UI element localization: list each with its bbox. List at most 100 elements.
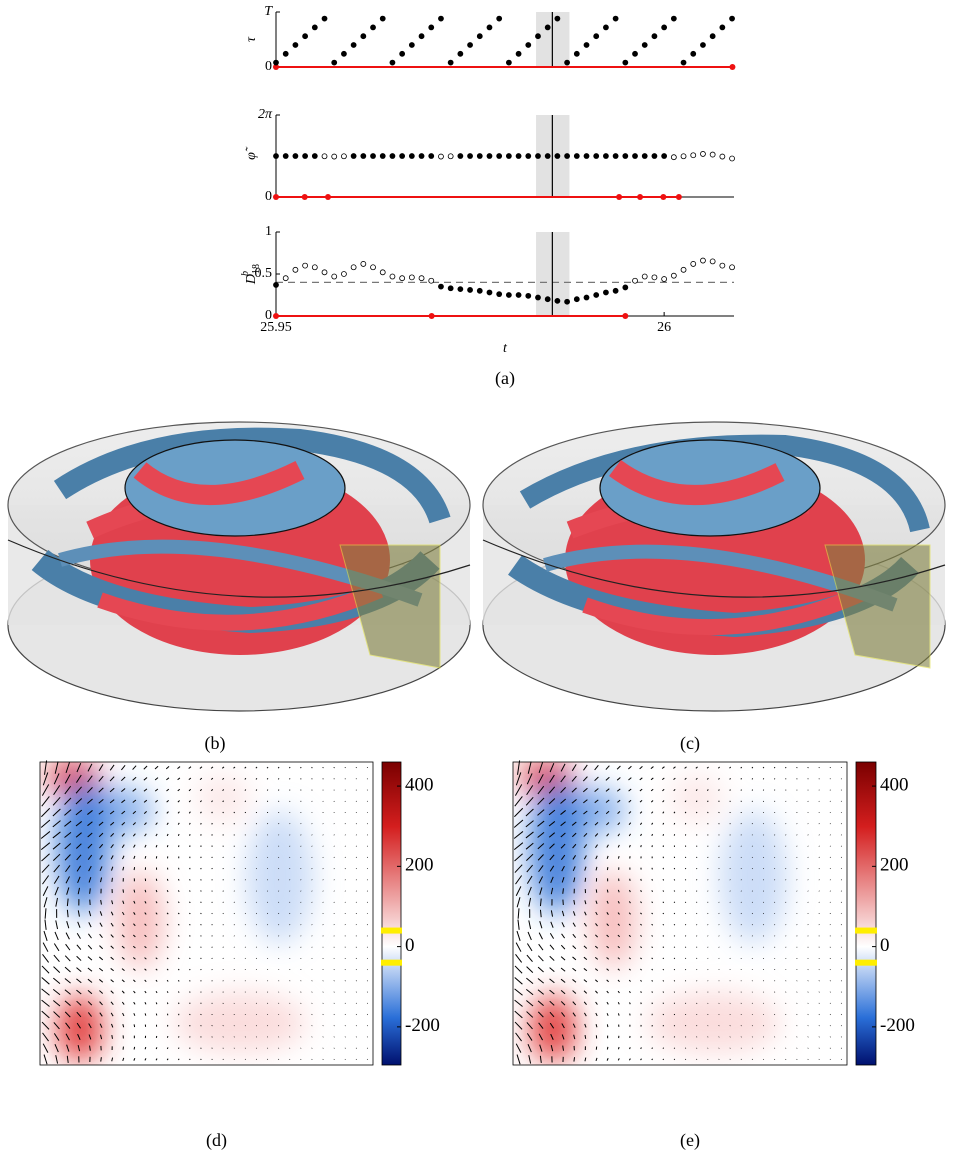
quiver-arrow	[76, 774, 82, 783]
quiver-arrow	[76, 843, 82, 849]
quiver-arrow	[65, 1022, 71, 1029]
colorbar-tick-label: 200	[880, 855, 909, 876]
quiver-arrow	[528, 1055, 532, 1064]
quiver-arrow	[560, 1001, 566, 1006]
quiver-arrow	[88, 933, 92, 939]
data-point	[321, 153, 328, 160]
quiver-arrow	[144, 889, 147, 893]
quiver-arrow	[155, 822, 158, 826]
rendering-b	[7, 421, 471, 712]
quiver-arrow	[189, 957, 191, 960]
quiver-arrow	[40, 842, 51, 851]
quiver-arrow	[548, 798, 556, 805]
event-marker	[616, 194, 623, 200]
quiver-arrow	[695, 789, 698, 792]
quiver-arrow	[189, 946, 191, 948]
data-point	[719, 24, 726, 31]
quiver-arrow	[696, 935, 698, 937]
quiver-arrow	[222, 890, 224, 892]
quiver-arrow	[549, 854, 555, 861]
quiver-arrow	[571, 764, 577, 772]
data-point	[544, 153, 551, 159]
data-point	[641, 153, 648, 159]
quiver-arrow	[166, 935, 169, 937]
quiver-arrow	[651, 968, 654, 971]
data-point	[515, 153, 522, 159]
quiver-arrow	[583, 855, 587, 860]
quiver-arrow	[651, 912, 654, 915]
quiver-arrow	[513, 819, 524, 828]
quiver-arrow	[200, 912, 202, 915]
data-point	[651, 153, 658, 159]
data-point	[370, 264, 376, 271]
quiver-arrow	[110, 968, 114, 972]
quiver-arrow	[144, 912, 147, 915]
quiver-arrow	[66, 898, 69, 907]
data-point	[282, 50, 289, 57]
data-point	[350, 264, 357, 271]
quiver-arrow	[76, 944, 82, 950]
data-point	[622, 59, 629, 66]
data-point	[457, 286, 464, 293]
event-marker	[325, 194, 332, 200]
data-point	[341, 50, 347, 57]
quiver-arrow	[537, 854, 544, 861]
data-point	[370, 24, 376, 31]
quiver-arrow	[121, 968, 125, 972]
quiver-arrow	[143, 765, 148, 770]
quiver-arrow	[41, 853, 50, 862]
quiver-arrow	[222, 879, 224, 881]
quiver-arrow	[210, 766, 214, 769]
quiver-arrow	[41, 796, 50, 807]
quiver-arrow	[617, 1002, 620, 1005]
quiver-arrow	[673, 924, 676, 926]
colorbar-tick-label: 200	[405, 855, 434, 876]
quiver-arrow	[87, 763, 93, 772]
quiver-arrow	[178, 991, 180, 993]
quiver-arrow	[673, 777, 676, 780]
quiver-arrow	[684, 912, 687, 915]
quiver-arrow	[549, 1022, 555, 1029]
field-blob	[196, 774, 250, 823]
quiver-arrow	[244, 777, 247, 780]
quiver-arrow	[583, 934, 588, 938]
quiver-arrow	[662, 822, 665, 825]
quiver-arrow	[572, 855, 577, 860]
quiver-arrow	[99, 911, 103, 916]
quiver-arrow	[583, 799, 588, 804]
quiver-arrow	[594, 945, 599, 949]
quiver-arrow	[99, 1001, 103, 1006]
quiver-arrow	[617, 900, 620, 904]
quiver-arrow	[64, 966, 71, 973]
data-point	[729, 264, 735, 271]
quiver-arrow	[200, 901, 202, 904]
quiver-arrow	[111, 1057, 114, 1062]
quiver-arrow	[616, 777, 621, 781]
quiver-arrow	[584, 911, 587, 916]
quiver-arrow	[99, 922, 103, 927]
quiver-arrow	[662, 980, 665, 982]
quiver-arrow	[526, 864, 533, 873]
quiver-arrow	[88, 877, 92, 883]
y-tick-label: 0.5	[255, 266, 273, 281]
quiver-arrow	[255, 789, 258, 791]
data-point	[486, 153, 493, 159]
quiver-arrow	[189, 968, 191, 971]
quiver-arrow	[517, 919, 520, 930]
quiver-arrow	[572, 843, 577, 849]
quiver-arrow	[560, 956, 566, 961]
quiver-arrow	[109, 799, 115, 804]
quiver-arrow	[66, 1044, 70, 1052]
quiver-arrow	[628, 788, 632, 792]
data-point	[273, 59, 279, 66]
quiver-arrow	[177, 946, 180, 949]
quiver-arrow	[696, 890, 698, 892]
quiver-arrow	[662, 890, 665, 892]
data-point	[311, 24, 318, 31]
quiver-arrow	[628, 1058, 631, 1061]
quiver-arrow	[43, 930, 48, 941]
quiver-arrow	[537, 785, 545, 795]
quiver-arrow	[594, 821, 599, 826]
quiver-arrow	[177, 766, 181, 770]
quiver-arrow	[662, 1058, 665, 1061]
